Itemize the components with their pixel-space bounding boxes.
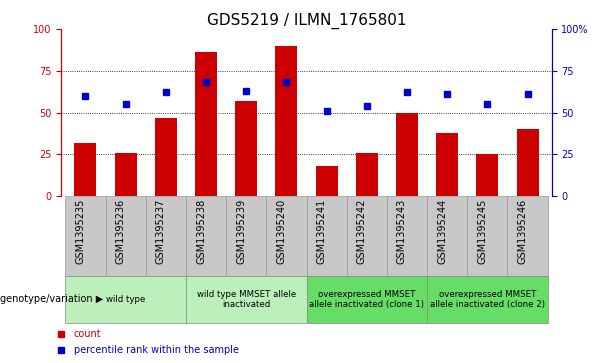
Bar — [427, 276, 547, 323]
Text: wild type: wild type — [106, 295, 145, 304]
Bar — [266, 196, 306, 276]
Bar — [517, 129, 539, 196]
Text: overexpressed MMSET
allele inactivated (clone 2): overexpressed MMSET allele inactivated (… — [430, 290, 545, 309]
Text: GSM1395235: GSM1395235 — [75, 199, 85, 264]
Bar — [186, 196, 226, 276]
Bar — [306, 196, 347, 276]
Bar — [396, 113, 418, 196]
Text: GSM1395239: GSM1395239 — [236, 199, 246, 264]
Text: GSM1395241: GSM1395241 — [316, 199, 327, 264]
Bar — [467, 196, 508, 276]
Bar — [146, 196, 186, 276]
Bar — [115, 152, 137, 196]
Bar — [105, 196, 146, 276]
Text: GSM1395243: GSM1395243 — [397, 199, 407, 264]
Bar — [316, 166, 338, 196]
Text: GSM1395236: GSM1395236 — [116, 199, 126, 264]
Bar — [235, 101, 257, 196]
Bar — [356, 152, 378, 196]
Text: GSM1395240: GSM1395240 — [276, 199, 286, 264]
Bar — [436, 132, 459, 196]
Bar — [195, 52, 217, 196]
Title: GDS5219 / ILMN_1765801: GDS5219 / ILMN_1765801 — [207, 13, 406, 29]
Bar — [476, 154, 498, 196]
Text: genotype/variation ▶: genotype/variation ▶ — [0, 294, 103, 305]
Bar — [66, 196, 105, 276]
Text: wild type MMSET allele
inactivated: wild type MMSET allele inactivated — [197, 290, 296, 309]
Text: GSM1395238: GSM1395238 — [196, 199, 206, 264]
Bar — [275, 46, 297, 196]
Text: GSM1395237: GSM1395237 — [156, 199, 166, 264]
Text: count: count — [74, 329, 101, 339]
Text: GSM1395246: GSM1395246 — [517, 199, 528, 264]
Text: GSM1395245: GSM1395245 — [478, 199, 487, 264]
Bar — [347, 196, 387, 276]
Bar — [387, 196, 427, 276]
Bar — [306, 276, 427, 323]
Text: GSM1395244: GSM1395244 — [437, 199, 447, 264]
Bar — [508, 196, 547, 276]
Text: percentile rank within the sample: percentile rank within the sample — [74, 345, 238, 355]
Bar — [186, 276, 306, 323]
Bar — [74, 143, 96, 196]
Text: GSM1395242: GSM1395242 — [357, 199, 367, 264]
Bar — [226, 196, 266, 276]
Bar — [154, 118, 177, 196]
Bar — [66, 276, 186, 323]
Text: overexpressed MMSET
allele inactivated (clone 1): overexpressed MMSET allele inactivated (… — [310, 290, 424, 309]
Bar — [427, 196, 467, 276]
